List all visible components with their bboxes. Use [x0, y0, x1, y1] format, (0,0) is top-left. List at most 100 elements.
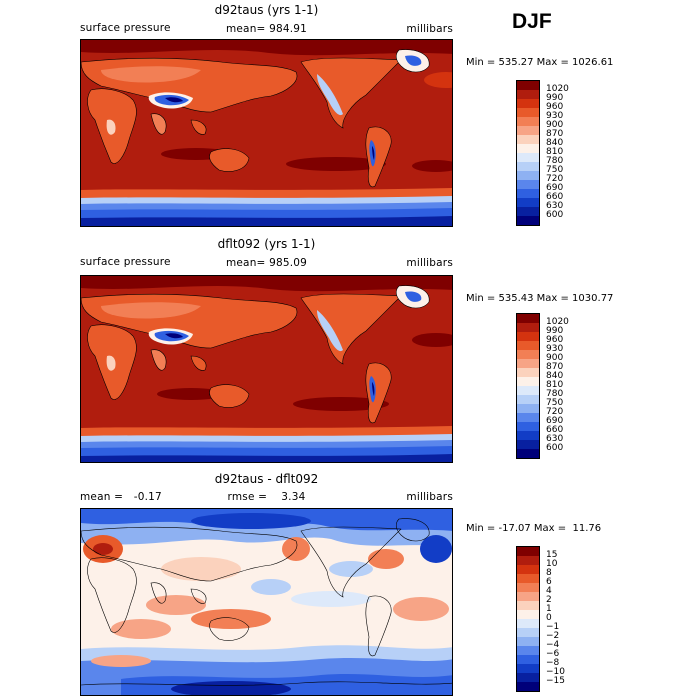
colorbar-swatch [517, 422, 539, 431]
colorbar-swatch [517, 171, 539, 180]
colorbar-swatch [517, 664, 539, 673]
colorbar-tick-label: 600 [546, 443, 564, 453]
panel-2-mean-label: mean= 985.09 [225, 257, 308, 269]
colorbar-tick-label: 930 [546, 344, 564, 354]
colorbar-swatch [517, 332, 539, 341]
colorbar-swatch [517, 126, 539, 135]
panel-2-variable-label: surface pressure [80, 256, 171, 268]
colorbar-tick-label: 630 [546, 434, 564, 444]
panel-1-title: d92taus (yrs 1-1) [214, 3, 319, 17]
colorbar-tick-label: 930 [546, 111, 564, 121]
colorbar-tick-label: 990 [546, 93, 564, 103]
colorbar-swatch [517, 592, 539, 601]
panel-2-min-max: Min = 535.43 Max = 1030.77 [466, 293, 614, 304]
colorbar-swatch [517, 583, 539, 592]
panel-3-rmse-label: rmse = 3.34 [227, 491, 306, 503]
colorbar-swatch [517, 440, 539, 449]
colorbar-tick-label: −6 [546, 649, 560, 659]
pressure-difference-map [81, 509, 452, 695]
colorbar-tick-label: 10 [546, 559, 558, 569]
panel-2-map [80, 275, 453, 463]
colorbar-tick-label: 0 [546, 613, 552, 623]
colorbar-tick-label: 6 [546, 577, 552, 587]
colorbar-tick-label: −2 [546, 631, 560, 641]
colorbar-swatch [517, 673, 539, 682]
colorbar-tick-label: 690 [546, 183, 564, 193]
colorbar-tick-label: 780 [546, 389, 564, 399]
colorbar-tick-label: 810 [546, 147, 564, 157]
colorbar-swatch [517, 323, 539, 332]
colorbar-swatch [517, 386, 539, 395]
panel-1-mean-label: mean= 984.91 [225, 23, 308, 35]
panel-3-units-label: millibars [406, 491, 453, 503]
colorbar-swatch [517, 449, 539, 458]
colorbar-tick-label: 630 [546, 201, 564, 211]
colorbar-tick-label: 600 [546, 210, 564, 220]
panel-1-map [80, 39, 453, 227]
colorbar-swatch [517, 368, 539, 377]
colorbar-tick-label: −10 [546, 667, 565, 677]
colorbar-swatch [517, 610, 539, 619]
colorbar-swatch [517, 198, 539, 207]
colorbar-swatch [517, 619, 539, 628]
colorbar-tick-label: 660 [546, 192, 564, 202]
colorbar-swatch [517, 547, 539, 556]
colorbar-tick-label: 960 [546, 102, 564, 112]
colorbar-swatch [517, 135, 539, 144]
colorbar-tick-label: 750 [546, 165, 564, 175]
colorbar-tick-label: 2 [546, 595, 552, 605]
colorbar-tick-label: 870 [546, 362, 564, 372]
panel-2-units-label: millibars [406, 257, 453, 269]
colorbar-swatch [517, 431, 539, 440]
colorbar-tick-label: 900 [546, 353, 564, 363]
colorbar-swatch [517, 189, 539, 198]
panel-2-colorbar [516, 313, 540, 459]
colorbar-tick-label: 660 [546, 425, 564, 435]
panel-3-colorbar [516, 546, 540, 692]
colorbar-swatch [517, 207, 539, 216]
colorbar-tick-label: −15 [546, 676, 565, 686]
colorbar-tick-label: 15 [546, 550, 558, 560]
panel-3-map [80, 508, 453, 696]
panel-1-variable-label: surface pressure [80, 22, 171, 34]
colorbar-swatch [517, 601, 539, 610]
colorbar-tick-label: 1020 [546, 317, 569, 327]
panel-1-units-label: millibars [406, 23, 453, 35]
colorbar-swatch [517, 655, 539, 664]
colorbar-swatch [517, 162, 539, 171]
colorbar-swatch [517, 144, 539, 153]
colorbar-swatch [517, 682, 539, 691]
colorbar-tick-label: 960 [546, 335, 564, 345]
colorbar-tick-label: 990 [546, 326, 564, 336]
colorbar-tick-label: 1020 [546, 84, 569, 94]
colorbar-swatch [517, 180, 539, 189]
colorbar-swatch [517, 117, 539, 126]
colorbar-tick-label: 720 [546, 174, 564, 184]
colorbar-swatch [517, 413, 539, 422]
colorbar-swatch [517, 314, 539, 323]
colorbar-swatch [517, 108, 539, 117]
colorbar-swatch [517, 153, 539, 162]
colorbar-swatch [517, 565, 539, 574]
colorbar-tick-label: 810 [546, 380, 564, 390]
colorbar-swatch [517, 395, 539, 404]
colorbar-tick-label: 780 [546, 156, 564, 166]
colorbar-tick-label: 4 [546, 586, 552, 596]
panel-2-title: dflt092 (yrs 1-1) [217, 237, 316, 251]
panel-1-colorbar [516, 80, 540, 226]
colorbar-tick-label: 840 [546, 371, 564, 381]
colorbar-swatch [517, 646, 539, 655]
colorbar-swatch [517, 404, 539, 413]
colorbar-swatch [517, 350, 539, 359]
colorbar-swatch [517, 341, 539, 350]
panel-3-mean-label: mean = -0.17 [80, 491, 162, 503]
colorbar-tick-label: −4 [546, 640, 560, 650]
colorbar-swatch [517, 90, 539, 99]
colorbar-tick-label: 720 [546, 407, 564, 417]
season-label: DJF [512, 10, 552, 33]
colorbar-tick-label: −8 [546, 658, 560, 668]
colorbar-swatch [517, 637, 539, 646]
colorbar-swatch [517, 574, 539, 583]
colorbar-swatch [517, 81, 539, 90]
colorbar-swatch [517, 377, 539, 386]
